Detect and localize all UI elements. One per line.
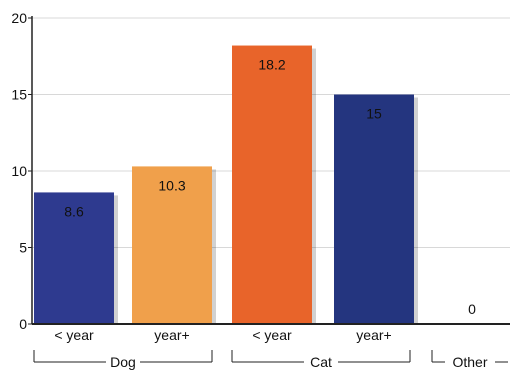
group-label: Dog	[110, 354, 136, 370]
category-label: < year	[54, 327, 94, 343]
bar-dog-1	[132, 166, 212, 324]
y-tick-label: 15	[11, 87, 27, 103]
group-label: Cat	[310, 354, 332, 370]
category-label: year+	[356, 327, 391, 343]
y-tick-label: 0	[19, 316, 27, 332]
bar-cat-0	[232, 45, 312, 324]
y-tick-label: 10	[11, 163, 27, 179]
bar-dog-0	[34, 192, 114, 324]
x-axis: < year year+ < year year+ Dog Cat Other	[32, 323, 510, 370]
data-label: 0	[468, 301, 476, 317]
bar-cat-1	[334, 94, 414, 324]
y-tick-label: 20	[11, 10, 27, 26]
data-label: 8.6	[64, 203, 84, 219]
category-label: year+	[154, 327, 189, 343]
data-label: 10.3	[158, 177, 185, 193]
group-label: Other	[452, 354, 487, 370]
category-label: < year	[252, 327, 292, 343]
y-axis: 0 5 10 15 20	[11, 10, 33, 332]
data-label: 18.2	[258, 57, 285, 73]
data-label: 15	[366, 106, 382, 122]
y-tick-label: 5	[19, 240, 27, 256]
bars: 8.6 10.3 18.2 15 0	[34, 45, 476, 324]
